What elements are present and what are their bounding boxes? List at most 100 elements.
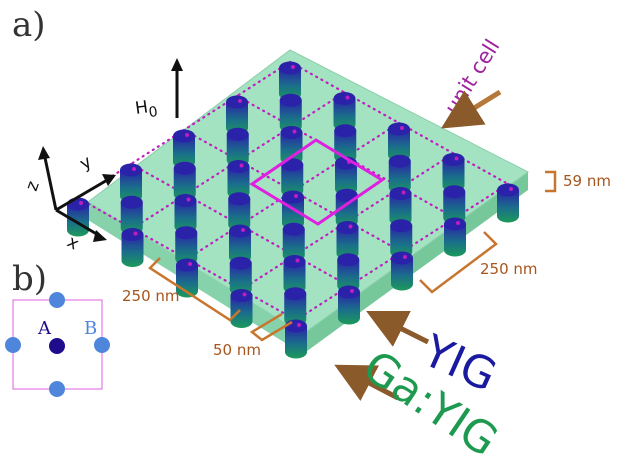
pillar-center-site bbox=[390, 219, 413, 259]
field-symbol: H bbox=[134, 97, 149, 119]
pillar-top bbox=[226, 95, 248, 109]
pillar-corner-site bbox=[229, 224, 251, 264]
pillar-top bbox=[338, 285, 360, 299]
pillar-top bbox=[497, 183, 519, 197]
pillar-body bbox=[390, 225, 413, 259]
pillar-corner-site bbox=[279, 61, 301, 101]
pillar-top bbox=[442, 153, 465, 166]
pillar-top bbox=[283, 255, 306, 268]
pillar-top bbox=[173, 129, 195, 143]
pillar-body bbox=[175, 232, 198, 266]
pillar-top bbox=[388, 154, 411, 168]
pillar-body bbox=[335, 163, 357, 196]
site-b-left bbox=[5, 337, 21, 353]
pillar-body bbox=[389, 193, 412, 227]
lattice-node-dot bbox=[345, 95, 350, 100]
pillar-corner-site bbox=[283, 255, 306, 294]
pillar-body bbox=[227, 166, 250, 199]
pillar-top bbox=[336, 221, 359, 234]
pillar-body bbox=[173, 168, 196, 201]
lattice-node-dot bbox=[292, 129, 297, 134]
x-axis bbox=[55, 208, 101, 238]
pillar-corner-site bbox=[120, 163, 142, 203]
pillar-top bbox=[388, 122, 410, 136]
pillar-body bbox=[279, 100, 302, 133]
z-axis-label: z bbox=[22, 178, 44, 193]
pillar-corner-site bbox=[389, 187, 412, 227]
pillar-center-site bbox=[226, 127, 249, 167]
lattice-node-dot bbox=[185, 133, 189, 137]
pillar-top bbox=[226, 127, 249, 141]
pillar-top bbox=[391, 251, 413, 265]
pillar-body bbox=[285, 326, 307, 359]
y-axis-label: y bbox=[77, 152, 96, 174]
period-right-label: 250 nm bbox=[480, 260, 538, 278]
pillar-center-site bbox=[229, 256, 252, 296]
pillar-center-site bbox=[337, 253, 360, 293]
pillar-body bbox=[338, 292, 360, 325]
pillar-corner-site bbox=[338, 285, 360, 325]
field-arrowhead bbox=[171, 58, 183, 71]
pillar-body bbox=[281, 164, 304, 198]
pillar-body bbox=[230, 295, 253, 328]
pillar-top bbox=[227, 160, 250, 173]
unit-cell-sketch: A B bbox=[5, 292, 110, 397]
pillar-top bbox=[121, 228, 144, 241]
lattice-node-dot bbox=[403, 255, 407, 259]
pillar-body bbox=[335, 195, 358, 228]
pillar-top bbox=[285, 319, 307, 333]
field-subscript: 0 bbox=[148, 104, 159, 121]
pillar-body bbox=[444, 224, 466, 257]
pillar-body bbox=[229, 263, 252, 296]
pillar-top bbox=[280, 126, 303, 139]
pillar-corner-site bbox=[442, 153, 465, 192]
pillar-top bbox=[333, 92, 356, 105]
pillar-body bbox=[388, 161, 411, 194]
pillar-top bbox=[335, 188, 358, 202]
lattice-node-dot bbox=[132, 167, 136, 171]
pillar-body bbox=[337, 259, 360, 293]
pillar-top bbox=[175, 226, 198, 240]
pillar-body bbox=[284, 293, 307, 327]
panel-label-b: b) bbox=[12, 259, 47, 299]
pillar-corner-site bbox=[333, 92, 356, 131]
pillar-corner-site bbox=[173, 129, 195, 169]
lattice-node-dot bbox=[295, 258, 300, 263]
pillar-body bbox=[282, 229, 305, 262]
gayig-arrow bbox=[334, 364, 400, 401]
pillar-corner-site bbox=[174, 194, 197, 233]
lattice-node-dot bbox=[242, 292, 247, 297]
lattice-node-dot bbox=[350, 289, 354, 293]
pillar-body bbox=[229, 231, 251, 264]
site-a-label: A bbox=[37, 318, 52, 339]
unit-cell-arrow bbox=[440, 89, 502, 129]
pillar-top bbox=[229, 256, 252, 270]
yig-arrow bbox=[366, 311, 430, 347]
unit-cell-label: unit cell bbox=[440, 35, 505, 119]
pillar-array bbox=[67, 61, 519, 359]
pillar-body bbox=[388, 129, 410, 162]
lattice-node-dot bbox=[294, 194, 298, 198]
lattice-node-dot bbox=[400, 126, 404, 130]
pillar-center-site bbox=[443, 185, 466, 225]
pillar-top bbox=[390, 219, 413, 233]
pillar-top bbox=[279, 61, 301, 75]
pillar-top bbox=[120, 195, 143, 209]
pillar-top bbox=[335, 156, 357, 170]
pillar-top bbox=[443, 185, 466, 199]
pillar-body bbox=[442, 159, 465, 192]
pillar-corner-site bbox=[282, 190, 304, 230]
pillar-center-site bbox=[388, 154, 411, 194]
pillar-body bbox=[497, 190, 519, 223]
lattice-node-dot bbox=[239, 163, 244, 168]
z-arrowhead bbox=[38, 146, 50, 160]
pillar-top bbox=[282, 222, 305, 236]
pillar-top bbox=[120, 163, 142, 177]
pillar-center-site bbox=[228, 192, 251, 232]
pillar-top bbox=[282, 190, 304, 204]
thickness-label: 59 nm bbox=[563, 172, 611, 190]
lattice-node-dot bbox=[348, 224, 353, 229]
pillar-body bbox=[336, 227, 359, 260]
pillar-center-site bbox=[282, 222, 305, 262]
